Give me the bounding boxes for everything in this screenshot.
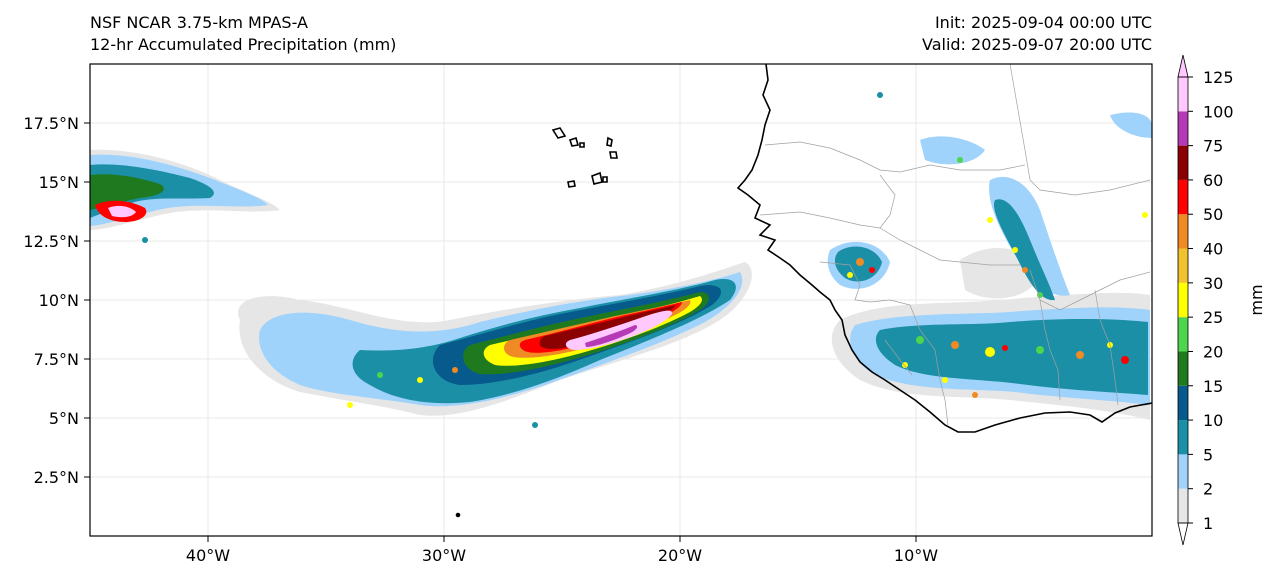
- precip-band-100mm: [565, 310, 673, 350]
- longitude-axis: 40°W 30°W 20°W 10°W: [186, 536, 938, 565]
- colorbar-tick-label: 30: [1203, 274, 1223, 293]
- lat-label: 5°N: [49, 409, 79, 428]
- colorbar-segment: [1178, 454, 1188, 489]
- colorbar-segment: [1178, 179, 1188, 215]
- latitude-axis: 17.5°N 15°N 12.5°N 10°N 7.5°N 5°N 2.5°N: [23, 114, 90, 487]
- colorbar-segment: [1178, 282, 1188, 318]
- colorbar-segment: [1178, 248, 1188, 283]
- country-borders: [759, 64, 1151, 426]
- colorbar-tick-label: 5: [1203, 445, 1213, 464]
- colorbar-tick-label: 40: [1203, 240, 1223, 259]
- lat-label: 17.5°N: [23, 114, 79, 133]
- colorbar-segment: [1178, 77, 1188, 112]
- colorbar-segment: [1178, 317, 1188, 352]
- precipitation-field: [90, 92, 1152, 428]
- colorbar-frame: [1177, 76, 1189, 524]
- lon-label: 20°W: [658, 546, 702, 565]
- coastline: [455, 64, 1152, 518]
- colorbar-tick-label: 60: [1203, 171, 1223, 190]
- colorbar-segment: [1178, 214, 1188, 249]
- colorbar-tick-label: 75: [1203, 137, 1223, 156]
- lat-label: 10°N: [39, 291, 79, 310]
- colorbar-tick-label: 50: [1203, 205, 1223, 224]
- colorbar-segment: [1178, 351, 1188, 386]
- colorbar-max-extension: [1177, 54, 1189, 78]
- lat-label: 7.5°N: [34, 350, 79, 369]
- lat-label: 2.5°N: [34, 468, 79, 487]
- valid-time: Valid: 2025-09-07 20:00 UTC: [921, 35, 1152, 54]
- colorbar-tick-label: 20: [1203, 342, 1223, 361]
- colorbar-tick-label: 100: [1203, 102, 1234, 121]
- colorbar-tick-label: 125: [1203, 68, 1234, 87]
- colorbar-tick-label: 25: [1203, 308, 1223, 327]
- colorbar-tick-label: 2: [1203, 480, 1213, 499]
- colorbar-min-extension: [1177, 522, 1189, 546]
- colorbar-tick-label: 1: [1203, 514, 1213, 533]
- colorbar-segment: [1178, 111, 1188, 146]
- colorbar-tick-label: 15: [1203, 377, 1223, 396]
- colorbar-tick-label: 10: [1203, 411, 1223, 430]
- colorbar-segment: [1178, 488, 1188, 523]
- lat-label: 12.5°N: [23, 232, 79, 251]
- precip-band-60mm: [539, 305, 676, 349]
- lon-label: 10°W: [894, 546, 938, 565]
- colorbar-segment: [1178, 145, 1188, 180]
- model-title: NSF NCAR 3.75-km MPAS-A: [90, 13, 308, 32]
- lat-label: 15°N: [39, 173, 79, 192]
- init-time: Init: 2025-09-04 00:00 UTC: [934, 13, 1152, 32]
- colorbar-label: mm: [1247, 284, 1266, 315]
- colorbar-segment: [1178, 420, 1188, 455]
- colorbar-segment: [1178, 385, 1188, 421]
- lon-label: 30°W: [422, 546, 466, 565]
- field-title: 12-hr Accumulated Precipitation (mm): [90, 35, 397, 54]
- lon-label: 40°W: [186, 546, 230, 565]
